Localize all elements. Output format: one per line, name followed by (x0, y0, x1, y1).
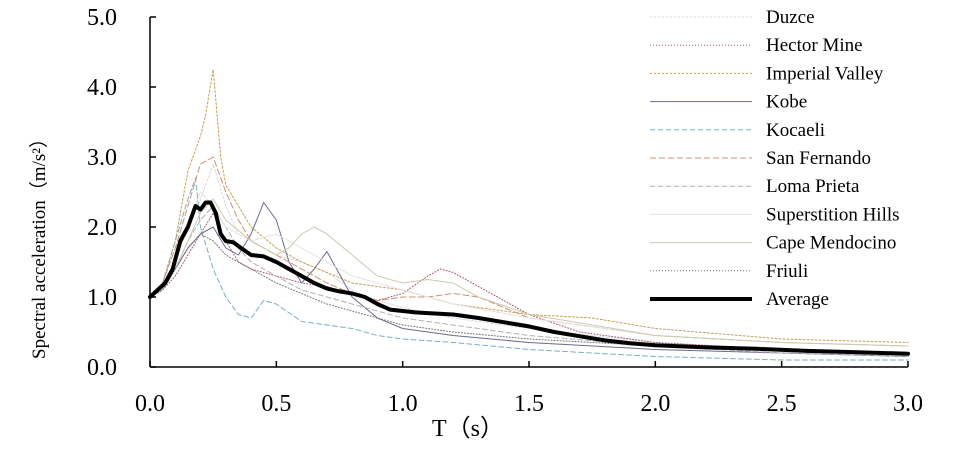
legend: Duzce Hector Mine Imperial Valley Kobe Kocae… (650, 7, 900, 310)
x-tick-label-0: 0.0 (135, 391, 165, 417)
series-line-10 (148, 200, 910, 356)
x-tick-label-1: 0.5 (261, 391, 291, 417)
x-tick-label-3: 1.5 (514, 391, 544, 417)
y-tick-label-5: 5.0 (87, 5, 117, 31)
series-layer (148, 69, 910, 361)
legend-label-5: San Fernando (766, 148, 871, 169)
series-line-9 (149, 233, 909, 354)
series-line-4 (149, 177, 909, 361)
y-axis-title: Spectral acceleration（m/s²） (28, 129, 50, 359)
axes-layer (149, 16, 909, 368)
y-tick-label-0: 0.0 (87, 355, 117, 381)
legend-label-4: Kocaeli (766, 120, 825, 141)
x-axis-title: T（s） (432, 416, 504, 442)
x-tick-label-6: 3.0 (893, 391, 923, 417)
legend-label-10: Average (766, 289, 829, 310)
series-line-5 (149, 156, 909, 347)
y-tick-label-2: 2.0 (87, 215, 117, 241)
legend-label-6: Loma Prieta (766, 176, 860, 197)
y-tick-label-1: 1.0 (87, 285, 117, 311)
legend-label-0: Duzce (766, 7, 815, 28)
x-tick-label-2: 1.0 (388, 391, 418, 417)
legend-label-7: Superstition Hills (766, 204, 900, 225)
y-tick-label-3: 3.0 (87, 145, 117, 171)
legend-label-2: Imperial Valley (766, 63, 884, 84)
series-line-8 (149, 198, 909, 347)
x-tick-label-5: 2.5 (767, 391, 797, 417)
tick-labels: 0.0 1.0 2.0 3.0 4.0 5.0 0.0 0.5 1.0 1.5 2.0 2.5 3.0 (87, 5, 923, 417)
legend-label-9: Friuli (766, 261, 808, 282)
legend-label-8: Cape Mendocino (766, 233, 896, 254)
legend-label-3: Kobe (766, 92, 807, 113)
x-tick-label-4: 2.0 (640, 391, 670, 417)
legend-label-1: Hector Mine (766, 35, 863, 56)
y-tick-label-4: 4.0 (87, 75, 117, 101)
